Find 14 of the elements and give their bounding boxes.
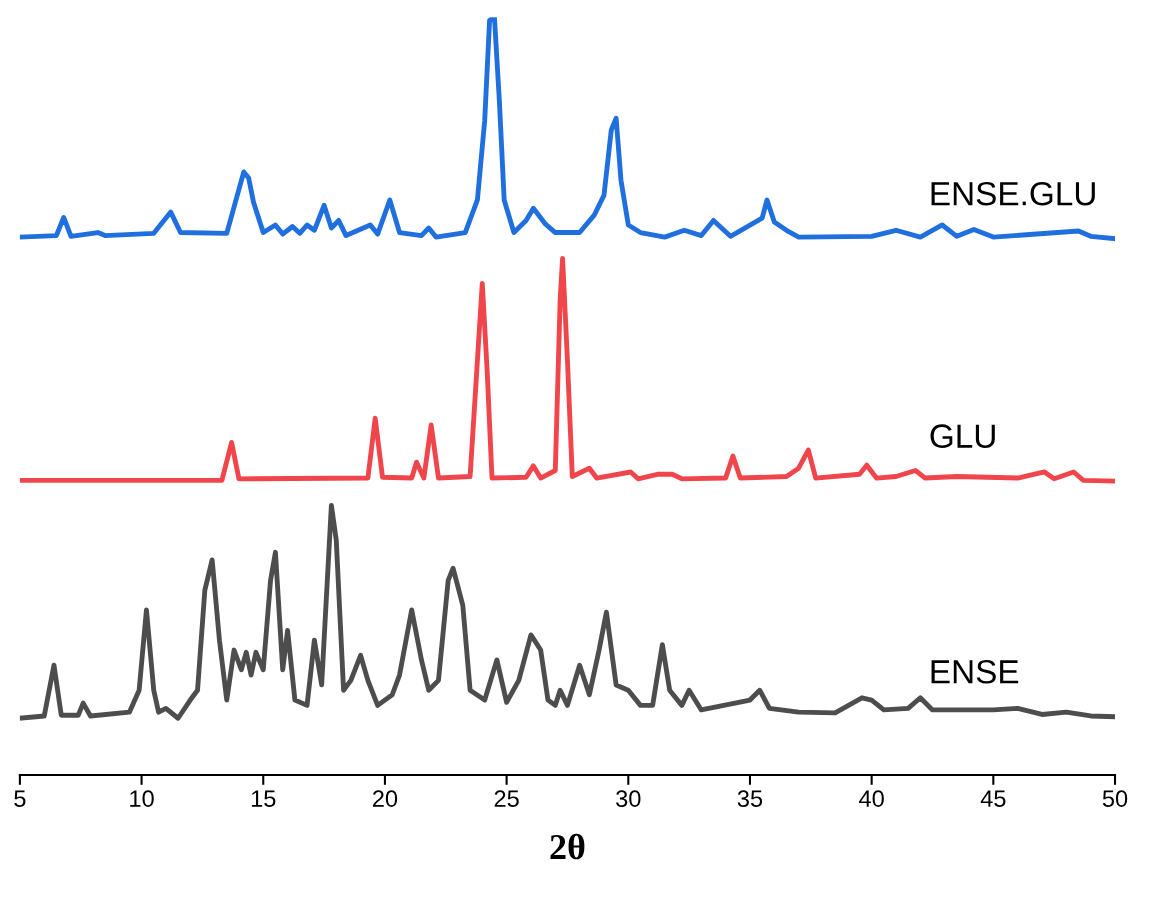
series-label: ENSE.GLU [931,181,1095,206]
x-tick-label: 10 [130,790,154,807]
series-label: GLU [930,424,995,448]
x-axis-title: 2θ [550,833,585,860]
series-label: ENSE [931,660,1019,684]
x-tick-label: 20 [372,790,398,807]
x-tick-label: 40 [859,790,884,807]
x-tick-label: 50 [1102,790,1128,807]
x-tick-label: 35 [737,790,763,807]
x-tick-label: 45 [980,790,1006,807]
x-tick-label: 25 [494,790,519,807]
x-tick-label: 30 [616,790,641,807]
x-tick-label: 15 [251,790,276,807]
x-tick-label: 5 [14,790,26,807]
